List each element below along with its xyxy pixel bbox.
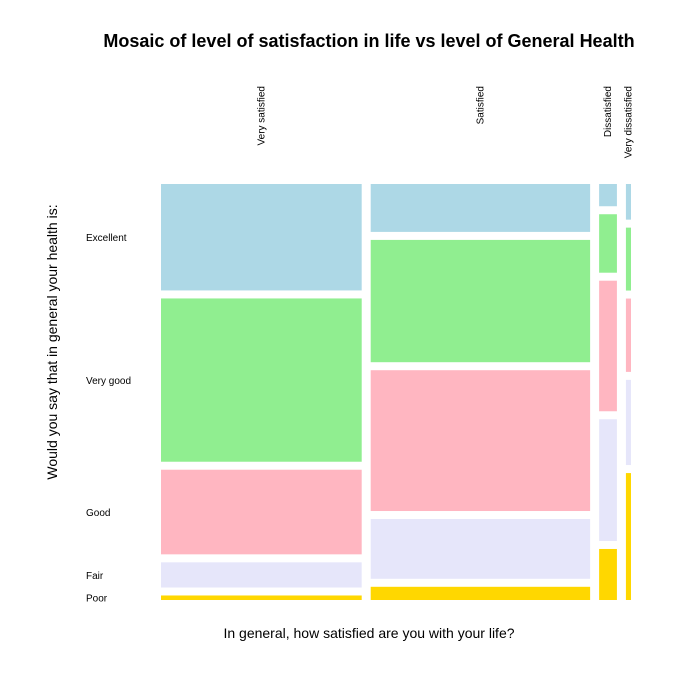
mosaic-tile-1-2 bbox=[370, 370, 591, 512]
mosaic-tile-3-1 bbox=[625, 227, 631, 291]
x-tick-label-2: Dissatisfied bbox=[603, 86, 614, 137]
mosaic-tile-3-2 bbox=[625, 298, 631, 372]
y-tick-labels: Excellent Very good Good Fair Poor bbox=[86, 233, 131, 605]
mosaic-tile-2-0 bbox=[599, 184, 617, 207]
x-tick-labels: Very satisfied Satisfied Dissatisfied Very … bbox=[256, 86, 634, 158]
mosaic-tiles bbox=[161, 184, 631, 600]
y-tick-label-2: Good bbox=[86, 508, 110, 519]
y-tick-label-1: Very good bbox=[86, 376, 131, 387]
x-tick-label-3: Very dissatisfied bbox=[623, 86, 634, 158]
x-tick-label-1: Satisfied bbox=[475, 86, 486, 124]
mosaic-tile-0-0 bbox=[161, 184, 362, 291]
mosaic-tile-0-4 bbox=[161, 595, 362, 600]
mosaic-tile-1-3 bbox=[370, 519, 591, 579]
mosaic-tile-2-4 bbox=[599, 548, 617, 600]
mosaic-tile-3-0 bbox=[625, 184, 631, 220]
y-axis-title: Would you say that in general your healt… bbox=[44, 204, 60, 479]
mosaic-tile-2-3 bbox=[599, 419, 617, 541]
mosaic-tile-0-2 bbox=[161, 469, 362, 555]
mosaic-tile-2-1 bbox=[599, 214, 617, 273]
mosaic-tile-0-3 bbox=[161, 562, 362, 588]
mosaic-tile-1-1 bbox=[370, 239, 591, 363]
mosaic-tile-2-2 bbox=[599, 280, 617, 412]
y-tick-label-4: Poor bbox=[86, 594, 108, 605]
chart-title: Mosaic of level of satisfaction in life … bbox=[103, 31, 634, 51]
mosaic-tile-0-1 bbox=[161, 298, 362, 462]
y-tick-label-3: Fair bbox=[86, 571, 104, 582]
mosaic-tile-1-4 bbox=[370, 586, 591, 600]
x-axis-title: In general, how satisfied are you with y… bbox=[223, 625, 514, 641]
x-tick-label-0: Very satisfied bbox=[256, 86, 267, 145]
mosaic-tile-1-0 bbox=[370, 184, 591, 232]
mosaic-tile-3-3 bbox=[625, 379, 631, 466]
mosaic-tile-3-4 bbox=[625, 473, 631, 600]
y-tick-label-0: Excellent bbox=[86, 233, 127, 244]
